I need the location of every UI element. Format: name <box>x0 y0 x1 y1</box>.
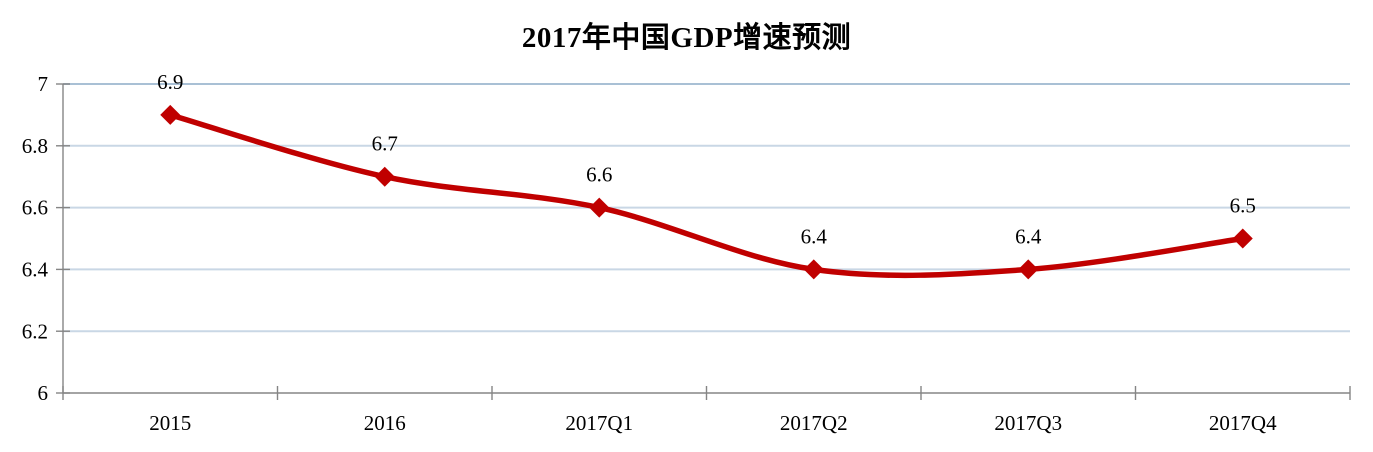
y-axis-tick-label: 6.2 <box>22 319 48 343</box>
data-point-label: 6.7 <box>372 132 398 156</box>
x-axis-category-label: 2017Q2 <box>780 411 848 435</box>
data-point-marker <box>589 197 610 218</box>
data-point-label: 6.5 <box>1230 194 1256 218</box>
data-point-marker <box>374 166 395 187</box>
data-point-label: 6.4 <box>1015 224 1042 248</box>
y-axis-tick-label: 6.8 <box>22 134 48 158</box>
data-point-label: 6.6 <box>586 163 612 187</box>
y-axis-tick-label: 6 <box>38 381 49 405</box>
x-axis-category-label: 2015 <box>149 411 191 435</box>
data-point-marker <box>1232 228 1253 249</box>
x-axis-category-label: 2017Q3 <box>994 411 1062 435</box>
x-axis-category-label: 2016 <box>364 411 406 435</box>
data-point-marker <box>160 104 181 125</box>
data-point-label: 6.4 <box>801 224 828 248</box>
data-point-marker <box>803 259 824 280</box>
data-point-label: 6.9 <box>157 70 183 94</box>
x-axis-category-label: 2017Q1 <box>565 411 633 435</box>
y-axis-tick-label: 6.4 <box>22 258 49 282</box>
data-series-line <box>167 112 1246 279</box>
chart-title: 2017年中国GDP增速预测 <box>521 22 852 54</box>
x-axis-category-label: 2017Q4 <box>1209 411 1277 435</box>
y-axis-tick-label: 7 <box>38 72 49 96</box>
data-point-marker <box>1018 259 1039 280</box>
y-axis-tick-label: 6.6 <box>22 196 48 220</box>
